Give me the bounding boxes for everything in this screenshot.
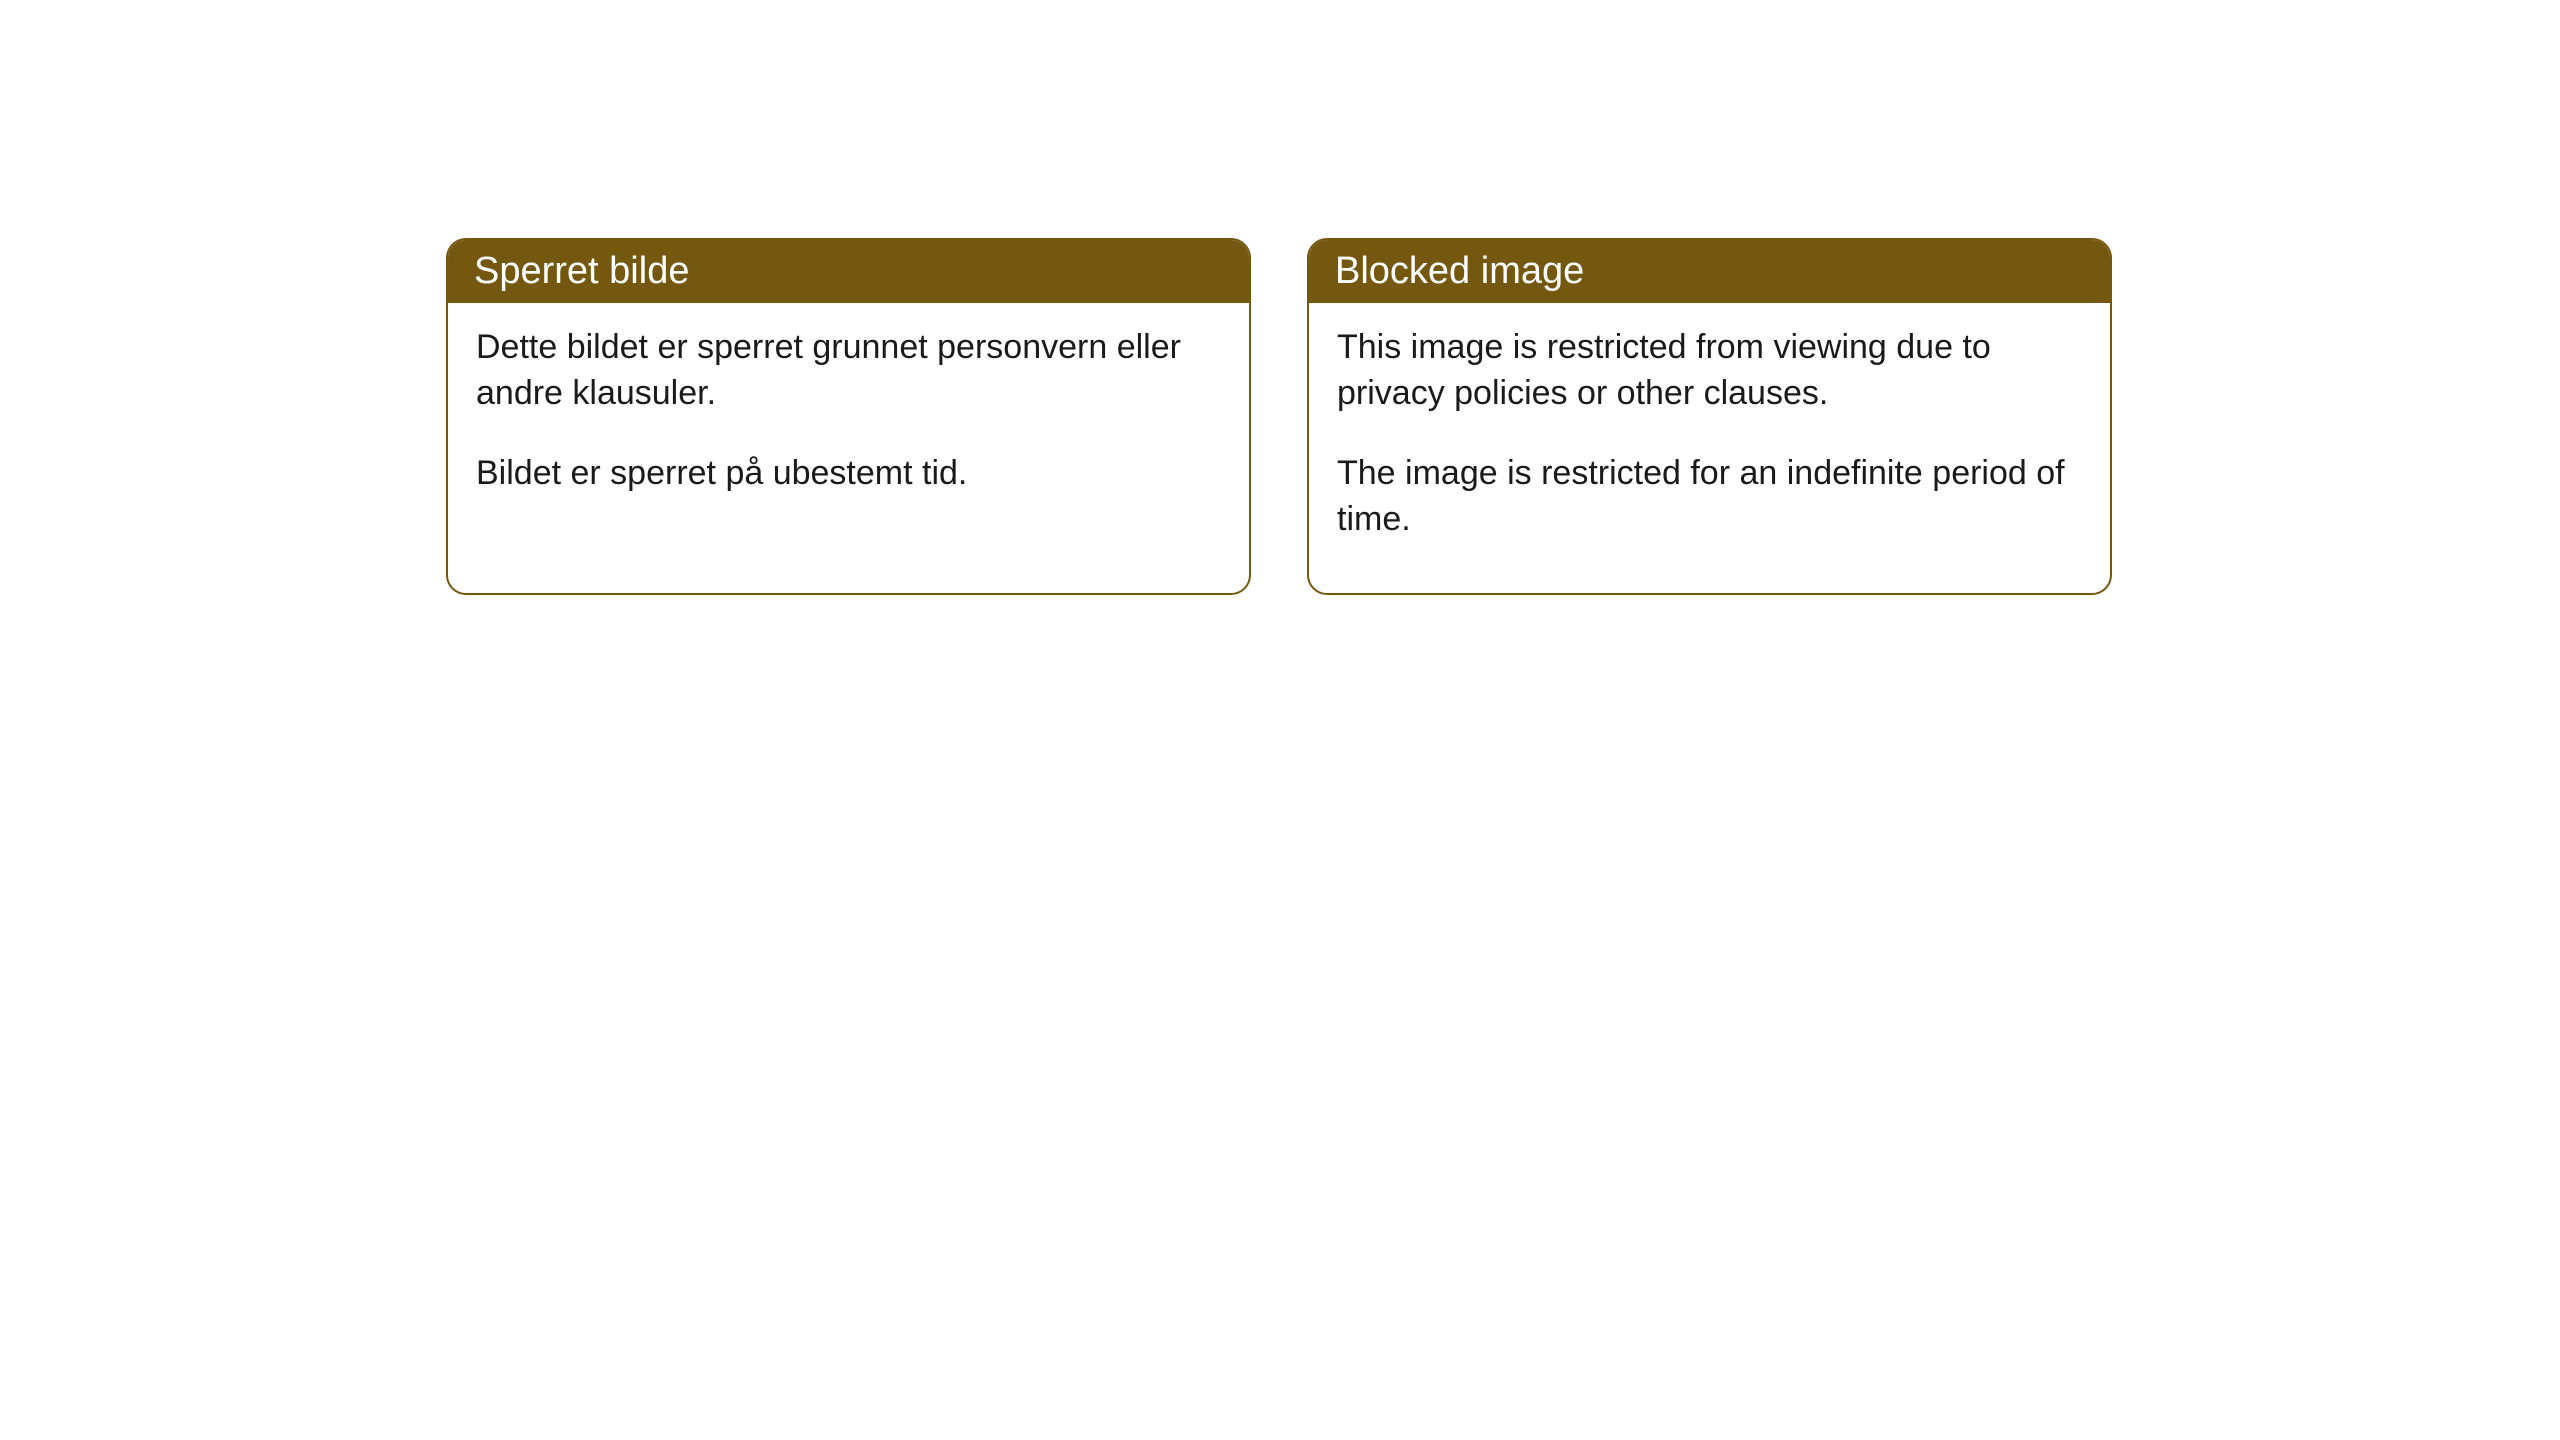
card-header: Blocked image	[1309, 240, 2110, 303]
card-paragraph: Bildet er sperret på ubestemt tid.	[476, 451, 1221, 497]
card-paragraph: Dette bildet er sperret grunnet personve…	[476, 325, 1221, 417]
notice-container: Sperret bilde Dette bildet er sperret gr…	[0, 0, 2560, 595]
card-title: Blocked image	[1335, 250, 1584, 292]
card-paragraph: The image is restricted for an indefinit…	[1337, 451, 2082, 543]
notice-card-norwegian: Sperret bilde Dette bildet er sperret gr…	[446, 238, 1251, 595]
card-body: Dette bildet er sperret grunnet personve…	[448, 303, 1249, 547]
card-header: Sperret bilde	[448, 240, 1249, 303]
card-body: This image is restricted from viewing du…	[1309, 303, 2110, 593]
card-title: Sperret bilde	[474, 250, 689, 292]
notice-card-english: Blocked image This image is restricted f…	[1307, 238, 2112, 595]
card-paragraph: This image is restricted from viewing du…	[1337, 325, 2082, 417]
